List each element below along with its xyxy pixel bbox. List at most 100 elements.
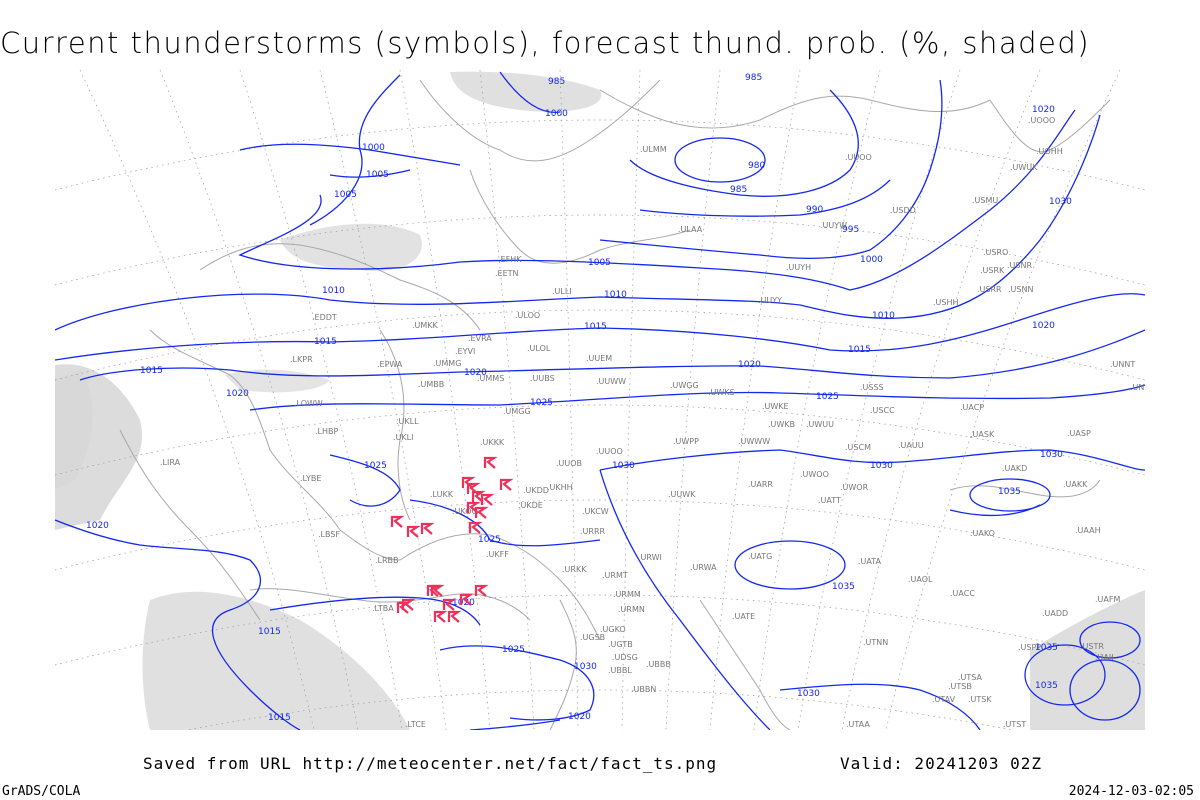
station-label: .USNN: [1008, 285, 1033, 294]
coastlines: [119, 79, 1111, 730]
isobar-label: 1000: [362, 143, 385, 153]
station-label: .USPP: [1018, 643, 1041, 652]
station-label: .UBBB: [646, 660, 671, 669]
meridian: [709, 70, 801, 730]
isobar: [309, 74, 401, 226]
meridian: [479, 70, 535, 730]
isobar-label: 1020: [226, 389, 249, 399]
isobar: [55, 519, 301, 730]
station-label: .UUWK: [668, 490, 696, 499]
isobar-label: 990: [806, 205, 823, 215]
station-label: .UATT: [818, 496, 841, 505]
station-label: .UTSA: [958, 673, 983, 682]
station-label: .EDDT: [312, 313, 337, 322]
station-label: .UUOO: [845, 153, 872, 162]
station-label: .UGTB: [608, 640, 633, 649]
isobar-closed-1035: [969, 478, 1051, 512]
station-label: .UTAV: [932, 695, 956, 704]
isobar-label: 1025: [364, 461, 387, 471]
isobar-label: 1015: [268, 713, 291, 723]
isobar-label: 1020: [1032, 105, 1055, 115]
thunderstorm-icon: [483, 456, 498, 469]
station-label: .LTBA: [372, 604, 394, 613]
station-label: .USHH: [933, 298, 959, 307]
station-label: .URKK: [562, 565, 587, 574]
station-label: .UKFF: [486, 550, 509, 559]
station-label: .EYVI: [455, 347, 475, 356]
software-credit: GrADS/COLA: [2, 784, 81, 799]
station-label: .ULOO: [515, 311, 540, 320]
isobar: [329, 454, 401, 507]
isobar-label: 1020: [1032, 321, 1055, 331]
station-label: .USCM: [845, 443, 871, 452]
station-label: .UUYY: [758, 296, 782, 305]
isobar-label: 1000: [860, 255, 883, 265]
isobar-label: 1020: [452, 598, 475, 608]
isobar-label: 995: [842, 225, 859, 235]
station-label: .URMN: [618, 605, 645, 614]
isobar: [439, 645, 595, 721]
station-label: .URMM: [613, 590, 641, 599]
station-label: .EFHK: [498, 255, 522, 264]
isobar: [55, 114, 1101, 331]
thunderstorm-icon: [430, 584, 445, 597]
station-label: .LHBP: [315, 427, 339, 436]
valid-time-text: Valid: 20241203 02Z: [840, 754, 1043, 773]
station-label: .UTSK: [968, 695, 992, 704]
station-label: .UASP: [1067, 429, 1091, 438]
shaded-area: [450, 71, 602, 112]
station-label: .UKCW: [582, 507, 609, 516]
station-label: .UAKO: [970, 529, 995, 538]
parallel: [55, 594, 1145, 666]
station-label: .UKDE: [518, 501, 543, 510]
station-label: .UKKK: [480, 438, 505, 447]
isobar-label: 1030: [612, 461, 635, 471]
station-label: .UUYH: [786, 263, 811, 272]
station-label: .UNNT: [1110, 360, 1135, 369]
thunderstorm-icon: [466, 482, 481, 495]
station-label: .LKPR: [290, 355, 313, 364]
station-label: .UUBS: [530, 374, 555, 383]
station-label: .ULMM: [640, 145, 667, 154]
isobar-label: 1025: [478, 535, 501, 545]
isobar-label: 1025: [530, 398, 553, 408]
station-label: .UGSB: [580, 633, 605, 642]
thunderstorm-icon: [433, 610, 448, 623]
isobar-label: 1005: [334, 190, 357, 200]
isobar: [639, 179, 891, 217]
isobar-label: 1030: [1040, 450, 1063, 460]
station-label: .UMKK: [412, 321, 439, 330]
station-label: .UMBB: [418, 380, 444, 389]
station-label: .URWI: [638, 553, 662, 562]
isobar: [499, 71, 561, 113]
parallel: [55, 119, 1145, 191]
isobar-closed: [1079, 621, 1141, 659]
isobar-label: 1015: [258, 627, 281, 637]
coastline: [989, 99, 1111, 153]
isobar-label: 1020: [738, 360, 761, 370]
coastline: [549, 599, 577, 730]
isobar-label: 985: [730, 185, 747, 195]
meridian: [159, 70, 359, 730]
thunderstorm-icon: [480, 493, 495, 506]
station-label: .USRK: [980, 266, 1005, 275]
station-label: .UDSG: [612, 653, 638, 662]
thunderstorm-symbols: [390, 456, 514, 623]
station-label: .UUYW: [820, 221, 847, 230]
station-label: .UACC: [950, 589, 975, 598]
station-label: .UTNN: [863, 638, 888, 647]
station-label: .UATG: [748, 552, 772, 561]
station-label: .UTAA: [846, 720, 870, 729]
isobar-label: 1015: [584, 322, 607, 332]
station-label: .ULAA: [678, 225, 703, 234]
isobar: [599, 449, 1145, 471]
isobar-closed-1035: [734, 540, 846, 590]
isobar-closed-1035: [1069, 659, 1141, 721]
isobar-label: 985: [745, 73, 762, 83]
station-label: .ULLI: [552, 287, 572, 296]
meridian: [399, 70, 491, 730]
coastline: [199, 243, 481, 331]
isobar: [409, 499, 601, 547]
station-label: .UAUU: [898, 441, 924, 450]
station-label: .UWGG: [670, 381, 699, 390]
